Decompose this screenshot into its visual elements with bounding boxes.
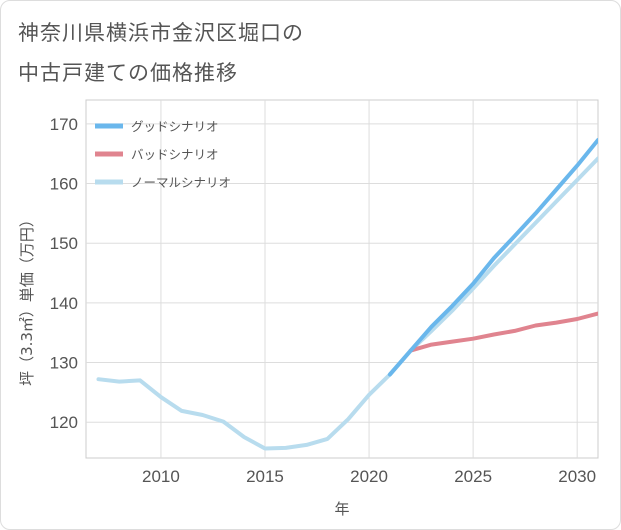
x-tick-label: 2020 [350,467,388,486]
x-tick-label: 2025 [454,467,492,486]
x-tick-label: 2030 [558,467,596,486]
x-axis-title: 年 [334,500,349,518]
x-axis: 2010 2015 2020 2025 2030 [142,467,596,486]
chart-title-line1: 神奈川県横浜市金沢区堀口の [18,21,304,45]
x-tick-label: 2010 [142,467,180,486]
y-tick-label: 140 [50,294,78,313]
series-line-2 [96,156,598,451]
chart-title-line2: 中古戸建ての価格推移 [18,61,238,85]
y-tick-label: 120 [50,413,78,432]
legend-label: グッドシナリオ [131,119,219,134]
series-line-0 [387,138,598,377]
y-tick-label: 150 [50,234,78,253]
series-layer [96,138,598,451]
series-line-1 [408,311,598,353]
y-axis-title: 坪（3.3㎡）単価（万円） [18,212,36,386]
x-tick-label: 2015 [246,467,284,486]
y-axis: 120 130 140 150 160 170 [50,115,78,432]
y-tick-label: 160 [50,175,78,194]
legend-label: バッドシナリオ [131,147,219,162]
y-tick-label: 130 [50,354,78,373]
legend-label: ノーマルシナリオ [131,175,231,190]
plot-area [85,99,599,459]
y-tick-label: 170 [50,115,78,134]
